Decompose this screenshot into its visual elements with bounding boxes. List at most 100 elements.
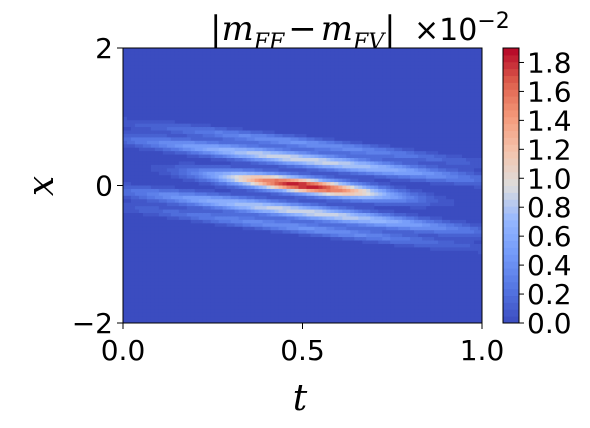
heatmap-cell <box>302 140 308 145</box>
heatmap-cell <box>234 199 240 204</box>
heatmap-cell <box>246 274 252 279</box>
heatmap-cell <box>202 226 208 231</box>
heatmap-cell <box>222 137 228 142</box>
heatmap-cell <box>258 109 264 114</box>
heatmap-cell <box>330 237 336 242</box>
heatmap-cell <box>298 158 304 163</box>
heatmap-cell <box>202 99 208 104</box>
heatmap-cell <box>178 188 184 193</box>
heatmap-cell <box>334 120 339 125</box>
heatmap-cell <box>150 96 156 101</box>
heatmap-cell <box>278 48 284 53</box>
heatmap-cell <box>206 243 212 248</box>
heatmap-cell <box>298 133 304 138</box>
heatmap-cell <box>174 75 180 80</box>
heatmap-cell <box>126 209 132 214</box>
heatmap-cell <box>182 295 188 300</box>
heatmap-cell <box>194 68 200 73</box>
heatmap-cell <box>234 264 240 269</box>
heatmap-cell <box>150 171 156 176</box>
heatmap-cell <box>262 154 268 159</box>
heatmap-cell <box>282 72 288 77</box>
heatmap-cell <box>302 271 308 276</box>
heatmap-cell <box>274 319 280 323</box>
heatmap-cell <box>130 268 136 273</box>
heatmap-cell <box>330 195 336 200</box>
heatmap-cell <box>334 89 339 94</box>
heatmap-cell <box>134 120 140 125</box>
heatmap-cell <box>138 243 144 248</box>
heatmap-cell <box>342 288 347 293</box>
heatmap-cell <box>222 154 228 159</box>
heatmap-cell <box>262 292 268 297</box>
heatmap-cell <box>238 216 244 221</box>
heatmap-cell <box>318 151 324 156</box>
heatmap-cell <box>294 158 300 163</box>
heatmap-cell <box>338 206 343 211</box>
heatmap-cell <box>278 144 284 149</box>
heatmap-cell <box>154 61 160 66</box>
heatmap-cell <box>222 209 228 214</box>
heatmap-cell <box>322 137 328 142</box>
heatmap-cell <box>338 240 343 245</box>
heatmap-cell <box>302 237 308 242</box>
heatmap-cell <box>234 213 240 218</box>
heatmap-cell <box>170 223 176 228</box>
heatmap-cell <box>310 54 316 59</box>
heatmap-cell <box>334 213 339 218</box>
heatmap-cell <box>242 257 248 262</box>
heatmap-cell <box>206 274 212 279</box>
heatmap-cell <box>358 257 363 262</box>
heatmap-cell <box>250 123 256 128</box>
heatmap-cell <box>202 233 208 238</box>
heatmap-cell <box>294 192 300 197</box>
heatmap-cell <box>366 195 371 200</box>
heatmap-cell <box>266 48 272 53</box>
heatmap-cell <box>278 140 284 145</box>
heatmap-cell <box>186 65 192 70</box>
heatmap-cell <box>126 230 132 235</box>
heatmap-cell <box>266 133 272 138</box>
heatmap-cell <box>214 243 220 248</box>
heatmap-cell <box>146 247 152 252</box>
heatmap-cell <box>146 51 152 56</box>
heatmap-cell <box>226 226 232 231</box>
heatmap-cell <box>150 268 156 273</box>
heatmap-cell <box>198 161 204 166</box>
heatmap-cell <box>270 72 276 77</box>
heatmap-cell <box>186 61 192 66</box>
heatmap-cell <box>134 264 140 269</box>
heatmap-cell <box>258 216 264 221</box>
heatmap-cell <box>322 264 328 269</box>
heatmap-cell <box>258 147 264 152</box>
heatmap-cell <box>254 312 260 317</box>
heatmap-cell <box>134 278 140 283</box>
heatmap-cell <box>206 237 212 242</box>
heatmap-cell <box>226 206 232 211</box>
heatmap-cell <box>274 133 280 138</box>
heatmap-cell <box>322 133 328 138</box>
heatmap-cell <box>146 140 152 145</box>
heatmap-cell <box>146 99 152 104</box>
heatmap-cell <box>302 137 308 142</box>
heatmap-cell <box>134 133 140 138</box>
heatmap-cell <box>358 223 363 228</box>
heatmap-cell <box>226 274 232 279</box>
heatmap-cell <box>154 68 160 73</box>
heatmap-cell <box>150 298 156 303</box>
heatmap-cell <box>214 99 220 104</box>
heatmap-cell <box>262 116 268 121</box>
heatmap-cell <box>294 106 300 111</box>
heatmap-cell <box>158 130 164 135</box>
heatmap-cell <box>162 319 168 323</box>
heatmap-cell <box>294 209 300 214</box>
heatmap-cell <box>302 147 308 152</box>
heatmap-cell <box>294 161 300 166</box>
heatmap-cell <box>178 58 184 63</box>
heatmap-cell <box>342 240 347 245</box>
heatmap-cell <box>326 103 332 108</box>
heatmap-cell <box>162 161 168 166</box>
heatmap-cell <box>282 309 288 314</box>
heatmap-cell <box>206 178 212 183</box>
heatmap-cell <box>174 133 180 138</box>
